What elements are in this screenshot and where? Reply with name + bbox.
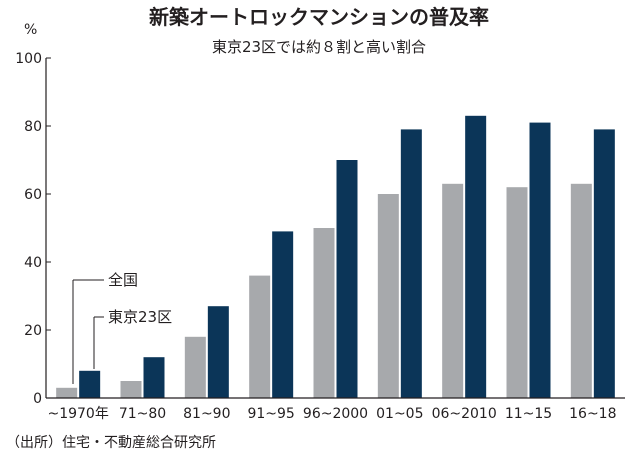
bar-national xyxy=(120,381,142,398)
bar-national xyxy=(442,183,464,398)
bar-tokyo xyxy=(529,122,551,398)
bar-tokyo xyxy=(207,306,229,398)
plot-area xyxy=(56,115,615,399)
bar-national xyxy=(377,194,399,398)
bar-national xyxy=(570,183,592,398)
x-tick-label: ~1970年 xyxy=(47,406,108,422)
x-tick-label: 16~18 xyxy=(569,406,616,422)
y-tick-label: 100 xyxy=(15,51,42,67)
y-tick-label: 40 xyxy=(24,255,42,271)
bar-tokyo xyxy=(143,357,165,398)
source-note: （出所）住宅・不動産総合研究所 xyxy=(6,435,216,451)
x-tick-label: 81~90 xyxy=(183,406,230,422)
bar-tokyo xyxy=(593,129,615,398)
y-unit-label: % xyxy=(24,22,37,38)
x-tick-label: 01~05 xyxy=(376,406,423,422)
y-tick-label: 20 xyxy=(24,323,42,339)
y-tick-label: 80 xyxy=(24,119,42,135)
chart-title: 新築オートロックマンションの普及率 xyxy=(149,5,489,29)
bar-national xyxy=(56,387,78,398)
x-axis: ~1970年 71~80 81~90 91~95 96~2000 01~05 06~2010… xyxy=(46,397,625,422)
legend-label-national: 全国 xyxy=(108,271,138,289)
y-axis: 0 20 40 60 80 100 xyxy=(15,51,51,407)
y-tick-label: 0 xyxy=(33,391,42,407)
bar-national xyxy=(313,228,335,398)
bar-tokyo xyxy=(79,370,101,398)
legend: 全国 東京23区 xyxy=(72,271,172,384)
bar-tokyo xyxy=(465,115,487,399)
bar-national xyxy=(184,336,206,398)
x-tick-label: 06~2010 xyxy=(432,406,497,422)
x-tick-label: 71~80 xyxy=(119,406,166,422)
bar-tokyo xyxy=(336,160,358,398)
legend-label-tokyo: 東京23区 xyxy=(108,308,172,326)
bar-tokyo xyxy=(400,129,422,398)
y-tick-label: 60 xyxy=(24,187,42,203)
x-tick-label: 91~95 xyxy=(247,406,294,422)
bar-national xyxy=(249,275,271,398)
chart-subtitle: 東京23区では約８割と高い割合 xyxy=(212,38,426,56)
bar-national xyxy=(506,187,528,398)
x-tick-label: 96~2000 xyxy=(303,406,368,422)
bar-tokyo xyxy=(272,231,294,398)
x-tick-label: 11~15 xyxy=(505,406,552,422)
